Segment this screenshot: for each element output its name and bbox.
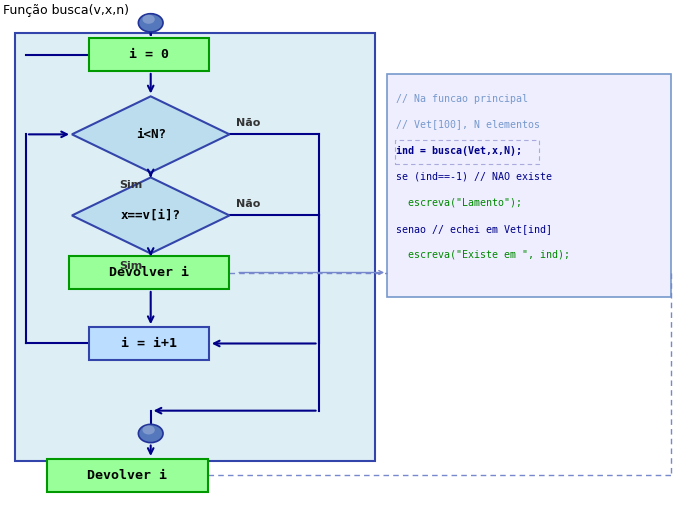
FancyBboxPatch shape xyxy=(15,33,375,461)
FancyBboxPatch shape xyxy=(47,459,208,492)
Text: escreva("Lamento");: escreva("Lamento"); xyxy=(396,198,522,208)
Circle shape xyxy=(138,14,163,32)
Circle shape xyxy=(142,15,155,24)
Text: // Na funcao principal: // Na funcao principal xyxy=(396,94,528,104)
Text: se (ind==-1) // NAO existe: se (ind==-1) // NAO existe xyxy=(396,172,552,182)
Text: Sim: Sim xyxy=(119,261,142,271)
Polygon shape xyxy=(72,96,229,172)
FancyBboxPatch shape xyxy=(89,327,209,360)
Text: x==v[i]?: x==v[i]? xyxy=(121,209,181,222)
Text: i = 0: i = 0 xyxy=(129,48,169,61)
Text: Devolver i: Devolver i xyxy=(109,266,189,279)
Text: i<N?: i<N? xyxy=(136,128,166,141)
Text: escreva("Existe em ", ind);: escreva("Existe em ", ind); xyxy=(396,249,570,260)
Text: i = i+1: i = i+1 xyxy=(121,337,177,350)
Text: senao // echei em Vet[ind]: senao // echei em Vet[ind] xyxy=(396,224,552,234)
Text: Sim: Sim xyxy=(119,180,142,190)
Text: Função busca(v,x,n): Função busca(v,x,n) xyxy=(3,4,129,17)
Circle shape xyxy=(142,425,155,434)
FancyBboxPatch shape xyxy=(89,38,209,71)
Text: // Vet[100], N elementos: // Vet[100], N elementos xyxy=(396,119,540,129)
Circle shape xyxy=(138,424,163,443)
Text: Devolver i: Devolver i xyxy=(87,469,167,482)
FancyBboxPatch shape xyxy=(387,74,671,297)
Polygon shape xyxy=(72,177,229,254)
Text: ind = busca(Vet,x,N);: ind = busca(Vet,x,N); xyxy=(396,146,522,156)
FancyBboxPatch shape xyxy=(68,256,229,289)
Text: Não: Não xyxy=(236,199,261,209)
Text: Não: Não xyxy=(236,118,261,128)
